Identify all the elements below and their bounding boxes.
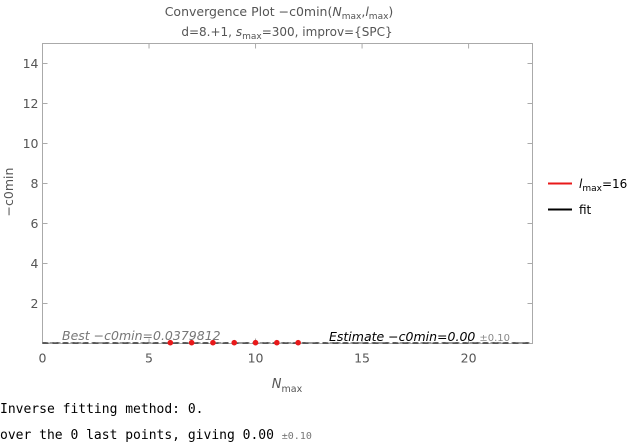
chart-title: Convergence Plot −c0min(Nmax,lmax) (165, 4, 394, 22)
data-point (210, 339, 216, 346)
y-tick-label: 12 (23, 96, 39, 111)
data-point (274, 339, 280, 346)
data-point (167, 339, 174, 346)
data-point (188, 339, 195, 346)
y-axis-label: −c0min (1, 168, 16, 217)
x-tick-label: 20 (461, 351, 477, 366)
y-tick-label: 2 (31, 296, 39, 311)
x-tick-label: 10 (248, 351, 264, 366)
x-axis-ticks: 0 5 10 15 20 (39, 43, 477, 366)
data-point (295, 339, 301, 346)
data-point (252, 339, 259, 346)
y-tick-label: 6 (31, 216, 39, 231)
convergence-plot: Convergence Plot −c0min(Nmax,lmax) d=8.+… (1, 4, 627, 395)
legend: lmax=16 fit (548, 177, 627, 217)
x-tick-label: 5 (145, 351, 153, 366)
output-points-text: over the 0 last points, giving 0.00 (0, 428, 274, 443)
data-point (231, 339, 238, 346)
best-annotation: Best −c0min=0.0379812 (62, 328, 221, 343)
output-line-points: over the 0 last points, giving 0.00 ±0.1… (0, 428, 312, 443)
y-tick-label: 8 (31, 176, 39, 191)
estimate-annotation: Estimate −c0min=0.00 ±0.10 (329, 329, 510, 344)
x-tick-label: 0 (39, 351, 47, 366)
output-error: ±0.10 (281, 431, 312, 442)
y-tick-label: 10 (23, 136, 39, 151)
y-axis-ticks: 2 4 6 8 10 12 14 (23, 56, 533, 311)
plot-frame (42, 43, 533, 344)
data-points (167, 339, 301, 346)
y-tick-label: 14 (23, 56, 39, 71)
legend-fit-label: fit (579, 203, 592, 217)
output-line-method: Inverse fitting method: 0. (0, 402, 204, 417)
chart-subtitle: d=8.+1, smax=300, improv={SPC} (181, 25, 392, 42)
x-axis-label: Nmax (272, 377, 303, 395)
x-tick-label: 15 (354, 351, 370, 366)
legend-series-label: lmax=16 (579, 177, 627, 194)
y-tick-label: 4 (31, 256, 39, 271)
